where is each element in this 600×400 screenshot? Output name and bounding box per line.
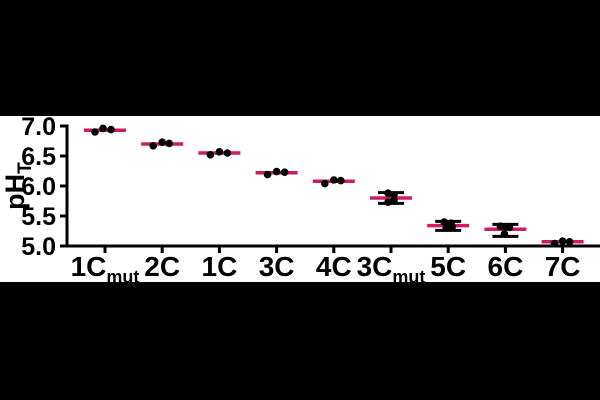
data-point: [223, 149, 232, 157]
data-point: [442, 224, 451, 232]
data-point: [550, 239, 559, 248]
y-axis-tick-label: 5.0: [21, 233, 56, 261]
x-axis-category-label: 5C: [430, 251, 466, 282]
x-axis-category-label: 4C: [316, 251, 352, 282]
data-point: [263, 170, 272, 179]
data-point: [390, 196, 398, 205]
data-point: [565, 238, 574, 246]
y-axis-tick-label: 6.0: [21, 173, 56, 201]
data-point: [321, 179, 329, 188]
y-axis-title: pHT: [0, 162, 36, 210]
data-point: [215, 148, 224, 156]
y-axis-tick-label: 5.5: [21, 203, 56, 231]
data-point: [505, 223, 514, 232]
data-point: [390, 191, 398, 199]
data-point: [206, 151, 215, 159]
data-point: [158, 138, 166, 146]
plot-area-background: [0, 116, 600, 282]
x-axis-category-label: 6C: [488, 251, 524, 282]
x-axis-category-label: 1C: [202, 251, 238, 282]
data-point: [280, 168, 289, 176]
data-point: [337, 176, 345, 185]
data-point: [91, 128, 99, 136]
data-point: [165, 139, 173, 148]
data-point: [500, 230, 509, 238]
y-axis-tick-label: 7.0: [21, 113, 56, 141]
data-point: [558, 237, 567, 245]
data-point: [384, 198, 392, 206]
x-axis-category-label: 7C: [545, 251, 581, 282]
data-point: [107, 125, 115, 134]
data-point: [99, 124, 107, 133]
data-point: [440, 218, 449, 226]
x-axis-category-label: 1Cmut: [71, 251, 140, 287]
data-point: [272, 167, 281, 176]
x-axis-category-label: 3Cmut: [357, 251, 426, 287]
data-point: [448, 223, 457, 231]
y-axis-tick-label: 6.5: [21, 143, 56, 171]
data-point: [384, 189, 392, 197]
data-point: [330, 176, 338, 184]
x-axis-category-label: 2C: [144, 251, 180, 282]
x-axis-category-label: 3C: [259, 251, 295, 282]
data-point: [149, 142, 157, 150]
